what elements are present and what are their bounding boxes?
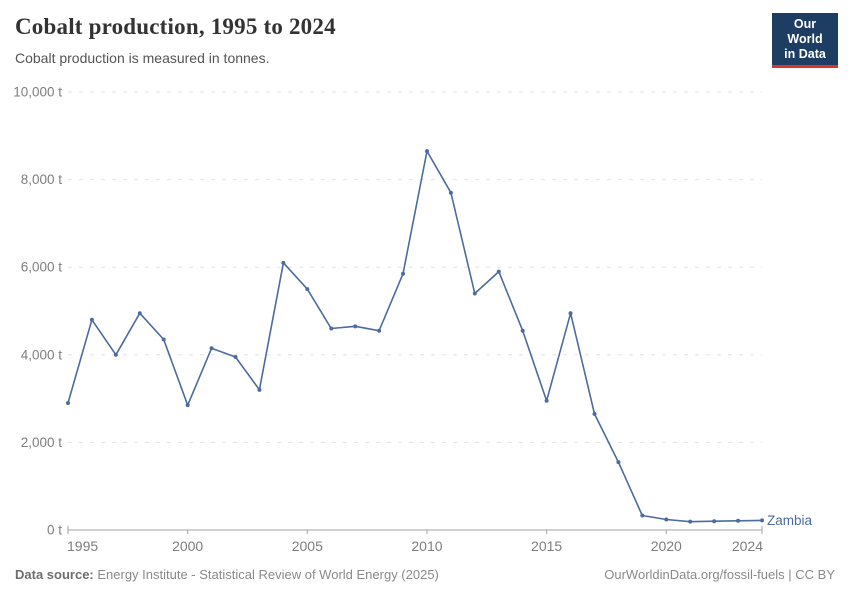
data-point[interactable]: [161, 337, 166, 342]
x-axis-label: 2015: [531, 538, 562, 554]
y-axis-label: 10,000 t: [13, 85, 62, 100]
data-point[interactable]: [209, 346, 214, 351]
y-axis-label: 4,000 t: [21, 347, 63, 362]
y-axis-label: 2,000 t: [21, 435, 63, 450]
chart-footer: Data source: Energy Institute - Statisti…: [15, 567, 835, 582]
data-point[interactable]: [281, 260, 286, 265]
data-point[interactable]: [640, 513, 645, 518]
chart-subtitle: Cobalt production is measured in tonnes.: [15, 50, 270, 66]
y-axis-label: 6,000 t: [21, 260, 63, 275]
data-point[interactable]: [712, 519, 717, 524]
owid-logo-line2: in Data: [784, 47, 826, 61]
data-point[interactable]: [472, 291, 477, 296]
data-point[interactable]: [233, 354, 238, 359]
data-point[interactable]: [185, 403, 190, 408]
y-axis-label: 8,000 t: [21, 172, 63, 187]
data-point[interactable]: [520, 328, 525, 333]
data-point[interactable]: [137, 311, 142, 316]
owid-logo[interactable]: Our World in Data: [772, 13, 838, 68]
data-point[interactable]: [305, 287, 310, 292]
license-text: | CC BY: [784, 567, 835, 582]
data-source-label: Data source:: [15, 567, 94, 582]
data-point[interactable]: [448, 190, 453, 195]
data-source-text: Energy Institute - Statistical Review of…: [93, 567, 439, 582]
data-point[interactable]: [736, 518, 741, 523]
data-point[interactable]: [616, 460, 621, 465]
chart-title: Cobalt production, 1995 to 2024: [15, 14, 336, 39]
series-line: [67, 150, 763, 523]
data-point[interactable]: [544, 398, 549, 403]
data-point[interactable]: [568, 311, 573, 316]
data-point[interactable]: [89, 317, 94, 322]
data-point[interactable]: [664, 517, 669, 522]
data-point[interactable]: [424, 149, 429, 154]
data-point[interactable]: [353, 324, 358, 329]
x-axis-label: 2005: [292, 538, 323, 554]
attribution: OurWorldinData.org/fossil-fuels | CC BY: [604, 567, 835, 582]
x-axis-label: 2010: [411, 538, 442, 554]
data-source-note: Data source: Energy Institute - Statisti…: [15, 567, 439, 582]
data-point[interactable]: [760, 518, 764, 523]
data-point[interactable]: [592, 411, 597, 416]
data-point[interactable]: [329, 326, 334, 331]
data-point[interactable]: [401, 271, 406, 276]
data-point[interactable]: [377, 328, 382, 333]
series-label[interactable]: Zambia: [767, 513, 813, 528]
x-axis-label: 2000: [172, 538, 203, 554]
owid-logo-line1: Our World: [787, 17, 823, 46]
x-axis-label: 2020: [651, 538, 682, 554]
data-point[interactable]: [66, 400, 70, 405]
data-point[interactable]: [496, 269, 501, 274]
data-point[interactable]: [257, 387, 262, 392]
owid-url-link[interactable]: OurWorldinData.org/fossil-fuels: [604, 567, 785, 582]
y-axis-label: 0 t: [47, 523, 62, 538]
x-axis-label: 2024: [732, 538, 763, 554]
x-axis-label: 1995: [67, 538, 98, 554]
data-point[interactable]: [688, 519, 693, 524]
data-point[interactable]: [113, 352, 118, 357]
